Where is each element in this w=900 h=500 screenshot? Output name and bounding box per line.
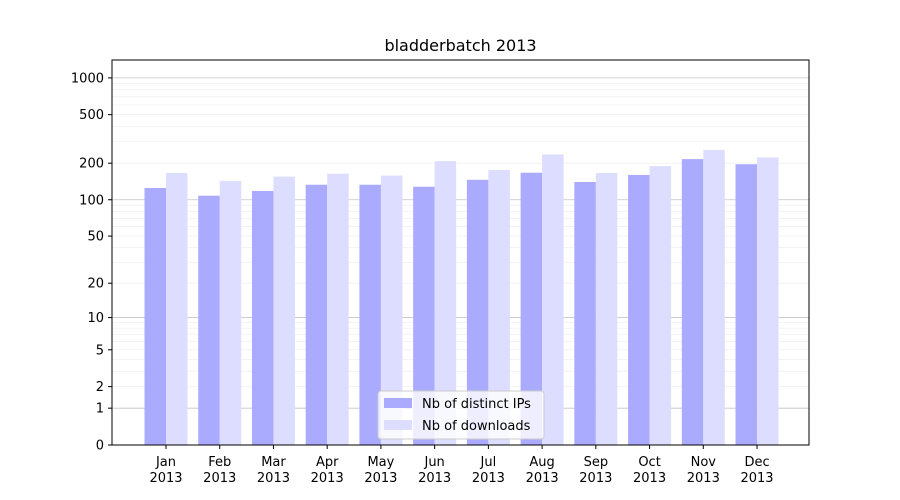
bars <box>144 149 779 446</box>
legend-swatch-downloads <box>384 420 412 430</box>
y-tick-label: 5 <box>96 343 104 358</box>
bar-distinct-ips <box>574 182 596 445</box>
y-tick-label: 500 <box>79 108 104 123</box>
legend-label-distinct-ips: Nb of distinct IPs <box>422 397 531 412</box>
x-tick-label: Apr 2013 <box>311 455 344 486</box>
y-tick-label: 100 <box>79 193 104 208</box>
x-tick-label: May 2013 <box>364 455 397 486</box>
chart-title: bladderbatch 2013 <box>384 36 536 55</box>
y-axis: 0 1 2 5 10 20 50 100 200 500 1000 <box>71 71 112 454</box>
x-tick-label: Jun 2013 <box>418 455 451 486</box>
x-tick-label: Aug 2013 <box>526 455 559 486</box>
bar-downloads <box>488 169 510 445</box>
y-tick-label: 1000 <box>71 71 104 86</box>
legend-box <box>377 390 545 440</box>
bar-distinct-ips <box>144 187 166 445</box>
plot-frame <box>111 59 810 446</box>
bar-downloads <box>219 180 242 446</box>
legend: Nb of distinct IPs Nb of downloads <box>377 390 545 440</box>
bar-downloads <box>166 173 188 446</box>
bar-distinct-ips <box>735 164 758 445</box>
y-tick-label: 0 <box>96 439 104 454</box>
y-tick-label: 20 <box>87 277 104 292</box>
bar-downloads <box>542 154 564 445</box>
y-tick-label: 2 <box>96 380 104 395</box>
bar-downloads <box>757 157 779 445</box>
bar-distinct-ips <box>305 184 328 445</box>
bar-distinct-ips <box>466 179 489 445</box>
bar-downloads <box>380 175 403 445</box>
legend-label-downloads: Nb of downloads <box>422 419 531 434</box>
x-tick-label: Sep 2013 <box>579 455 612 486</box>
x-tick-label: Nov 2013 <box>687 455 720 486</box>
x-tick-label: Feb 2013 <box>203 455 236 486</box>
x-axis: Jan 2013 Feb 2013 Mar 2013 Apr 2013 May 2013 Jun 20… <box>149 445 774 486</box>
bar-downloads <box>649 166 672 445</box>
bar-distinct-ips <box>198 195 220 445</box>
bar-distinct-ips <box>628 174 650 445</box>
bar-downloads <box>434 161 457 446</box>
y-tick-label: 1 <box>96 402 104 417</box>
bar-distinct-ips <box>359 184 381 445</box>
bar-distinct-ips <box>681 159 704 445</box>
x-tick-label: Mar 2013 <box>257 455 290 486</box>
x-tick-label: Oct 2013 <box>633 455 666 486</box>
y-tick-label: 10 <box>87 311 104 326</box>
bar-distinct-ips <box>413 186 435 445</box>
legend-swatch-distinct-ips <box>384 398 412 408</box>
bar-downloads <box>703 149 725 445</box>
x-tick-label: Jan 2013 <box>149 455 182 486</box>
bar-downloads <box>595 173 618 446</box>
bar-distinct-ips <box>251 191 274 445</box>
bar-downloads <box>327 173 349 446</box>
x-tick-label: Jul 2013 <box>472 455 505 486</box>
bar-downloads <box>273 176 295 445</box>
x-tick-label: Dec 2013 <box>740 455 773 486</box>
y-tick-label: 50 <box>87 230 104 245</box>
y-tick-label: 200 <box>79 157 104 172</box>
bar-distinct-ips <box>520 172 543 445</box>
